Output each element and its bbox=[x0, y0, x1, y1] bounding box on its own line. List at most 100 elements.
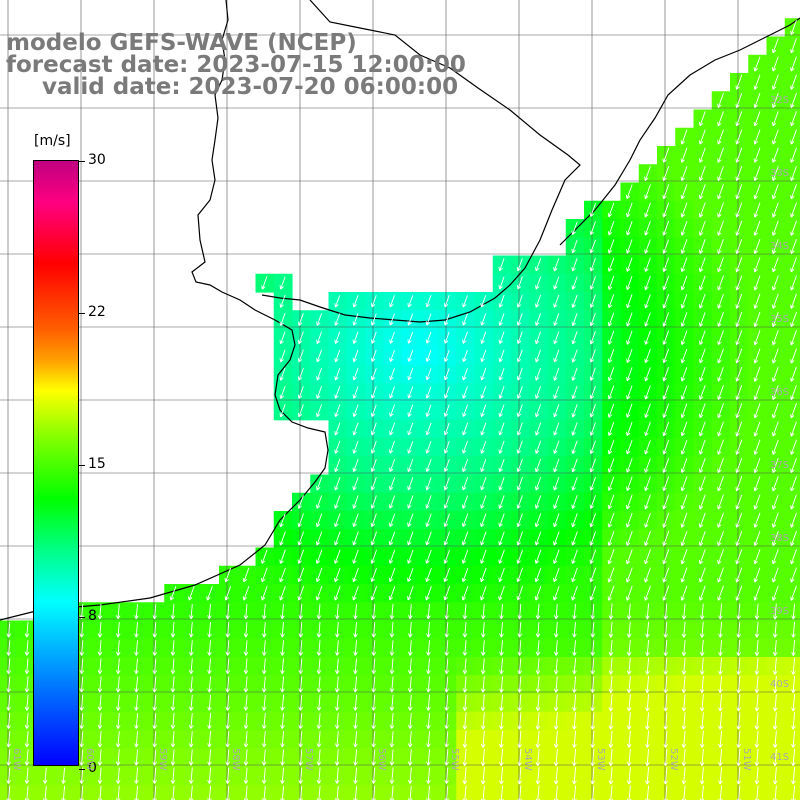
wind-arrow bbox=[115, 694, 121, 711]
wind-arrow bbox=[662, 367, 670, 382]
wind-arrow bbox=[626, 294, 633, 309]
colorbar-tick-label: 15 bbox=[88, 456, 106, 472]
wind-arrow bbox=[261, 676, 267, 693]
wind-arrow bbox=[115, 731, 121, 748]
wind-arrow bbox=[316, 767, 322, 784]
wind-arrow bbox=[590, 603, 596, 620]
wind-arrow bbox=[589, 513, 597, 528]
wind-arrow bbox=[444, 767, 449, 784]
wind-arrow bbox=[353, 785, 358, 800]
wind-arrow bbox=[370, 586, 378, 601]
wind-arrow bbox=[553, 440, 560, 454]
wind-arrow bbox=[681, 712, 687, 730]
wind-arrow bbox=[517, 603, 523, 620]
wind-arrow bbox=[462, 622, 468, 638]
wind-arrow bbox=[698, 549, 706, 565]
wind-arrow bbox=[772, 675, 778, 694]
wind-arrow bbox=[553, 294, 560, 308]
wind-arrow bbox=[517, 767, 522, 785]
wind-arrow bbox=[6, 767, 11, 784]
wind-arrow bbox=[480, 730, 486, 748]
colorbar-tick-label: 22 bbox=[88, 304, 106, 320]
wind-arrow bbox=[389, 640, 395, 656]
wind-arrow bbox=[498, 349, 505, 363]
wind-arrow bbox=[735, 92, 743, 109]
wind-arrow bbox=[225, 694, 231, 711]
wind-arrow bbox=[6, 785, 11, 800]
wind-arrow bbox=[498, 495, 505, 509]
wind-arrow bbox=[607, 330, 615, 345]
wind-arrow bbox=[535, 767, 541, 785]
wind-arrow bbox=[644, 403, 651, 418]
wind-arrow bbox=[680, 220, 688, 236]
wind-arrow bbox=[736, 675, 741, 694]
wind-arrow bbox=[571, 549, 578, 564]
wind-arrow bbox=[645, 603, 650, 620]
wind-arrow bbox=[662, 202, 670, 218]
wind-arrow bbox=[480, 549, 487, 564]
wind-arrow bbox=[407, 658, 413, 675]
wind-arrow bbox=[735, 202, 743, 218]
wind-arrow bbox=[572, 603, 577, 620]
wind-arrow bbox=[225, 712, 231, 729]
wind-arrow bbox=[261, 658, 267, 675]
wind-arrow bbox=[352, 531, 359, 546]
wind-arrow bbox=[279, 349, 286, 363]
wind-arrow bbox=[389, 404, 396, 417]
wind-arrow bbox=[626, 421, 633, 437]
wind-arrow bbox=[352, 513, 359, 528]
wind-arrow bbox=[316, 694, 322, 711]
wind-arrow bbox=[207, 767, 212, 784]
wind-arrow bbox=[280, 658, 285, 675]
wind-arrow bbox=[572, 712, 577, 730]
wind-arrow bbox=[24, 712, 30, 729]
wind-arrow bbox=[188, 694, 194, 711]
wind-arrow bbox=[717, 257, 724, 273]
wind-arrow bbox=[790, 549, 797, 565]
wind-arrow bbox=[298, 785, 303, 800]
wind-arrow bbox=[590, 622, 596, 638]
wind-speed-cell bbox=[784, 310, 800, 330]
wind-arrow bbox=[426, 785, 431, 800]
wind-arrow bbox=[663, 639, 669, 656]
wind-arrow bbox=[134, 622, 139, 638]
wind-arrow bbox=[790, 476, 797, 492]
wind-arrow bbox=[371, 694, 377, 711]
wind-arrow bbox=[589, 239, 596, 254]
wind-arrow bbox=[698, 275, 706, 291]
wind-arrow bbox=[134, 603, 139, 620]
wind-arrow bbox=[353, 694, 358, 711]
longitude-label: 61W bbox=[11, 748, 22, 771]
wind-arrow bbox=[717, 165, 724, 182]
wind-arrow bbox=[352, 294, 359, 308]
colorbar-tick-label: 8 bbox=[88, 608, 97, 624]
wind-arrow bbox=[261, 567, 268, 583]
wind-arrow bbox=[407, 386, 414, 399]
wind-arrow bbox=[389, 749, 395, 766]
wind-arrow bbox=[753, 147, 761, 163]
wind-arrow bbox=[188, 749, 194, 766]
wind-arrow bbox=[553, 567, 560, 583]
wind-arrow bbox=[444, 694, 450, 711]
wind-arrow bbox=[115, 603, 121, 620]
wind-arrow bbox=[517, 730, 522, 748]
wind-arrow bbox=[791, 675, 796, 694]
wind-arrow bbox=[753, 202, 761, 218]
wind-speed-cell bbox=[784, 127, 800, 147]
wind-speed-cell bbox=[784, 419, 800, 439]
wind-arrow bbox=[279, 385, 286, 399]
latitude-label: 33S bbox=[770, 168, 790, 179]
wind-arrow bbox=[407, 495, 414, 509]
wind-arrow bbox=[662, 165, 670, 182]
wind-arrow bbox=[698, 421, 706, 437]
wind-arrow bbox=[370, 531, 378, 546]
wind-arrow bbox=[771, 494, 779, 510]
wind-arrow bbox=[334, 712, 340, 729]
wind-arrow bbox=[498, 258, 505, 272]
wind-arrow bbox=[753, 457, 761, 474]
wind-arrow bbox=[243, 749, 249, 766]
wind-speed-cell bbox=[784, 511, 800, 530]
wind-arrow bbox=[662, 294, 670, 309]
wind-arrow bbox=[663, 767, 668, 785]
